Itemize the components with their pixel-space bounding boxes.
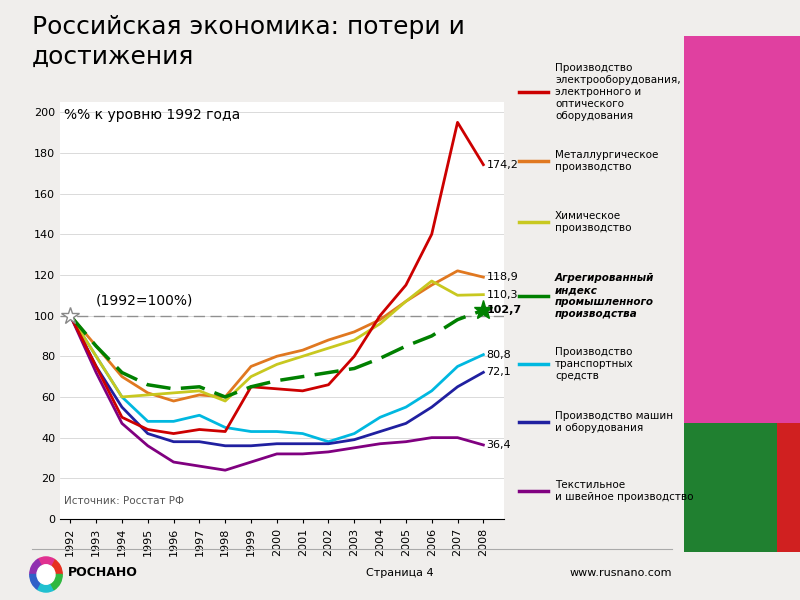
Text: Производство
электрооборудования,
электронного и
оптического
оборудования: Производство электрооборудования, электр…	[555, 62, 681, 121]
Text: Источник: Росстат РФ: Источник: Росстат РФ	[65, 496, 185, 506]
FancyBboxPatch shape	[650, 232, 800, 600]
FancyBboxPatch shape	[684, 10, 800, 423]
Text: %% к уровню 1992 года: %% к уровню 1992 года	[65, 108, 241, 122]
FancyBboxPatch shape	[650, 88, 800, 562]
Text: Текстильное
и швейное производство: Текстильное и швейное производство	[555, 481, 694, 502]
Text: 36,4: 36,4	[486, 440, 511, 450]
Text: РОСНАНО: РОСНАНО	[68, 566, 138, 580]
FancyBboxPatch shape	[650, 0, 800, 423]
Text: 80,8: 80,8	[486, 350, 511, 359]
Wedge shape	[30, 559, 46, 575]
Wedge shape	[46, 575, 62, 590]
Text: (1992=100%): (1992=100%)	[96, 293, 194, 307]
Circle shape	[37, 565, 55, 584]
FancyBboxPatch shape	[650, 0, 800, 346]
Text: 72,1: 72,1	[486, 367, 511, 377]
FancyBboxPatch shape	[650, 320, 777, 600]
Wedge shape	[38, 575, 54, 592]
Wedge shape	[46, 559, 62, 575]
Text: Российская экономика: потери и: Российская экономика: потери и	[32, 15, 465, 39]
Text: Агрегированный
индекс
промышленного
производства: Агрегированный индекс промышленного прои…	[555, 273, 654, 319]
Text: Металлургическое
производство: Металлургическое производство	[555, 151, 658, 172]
Text: www.rusnano.com: www.rusnano.com	[570, 568, 672, 578]
Text: достижения: достижения	[32, 45, 194, 69]
Wedge shape	[30, 575, 46, 590]
Wedge shape	[38, 557, 54, 575]
Text: Производство
транспортных
средств: Производство транспортных средств	[555, 347, 634, 380]
Text: 102,7: 102,7	[486, 305, 522, 315]
Text: 110,3: 110,3	[486, 290, 518, 299]
Text: Химическое
производство: Химическое производство	[555, 211, 632, 233]
Text: Страница 4: Страница 4	[366, 568, 434, 578]
Text: Производство машин
и оборудования: Производство машин и оборудования	[555, 411, 674, 433]
Text: 174,2: 174,2	[486, 160, 518, 170]
Text: 118,9: 118,9	[486, 272, 518, 282]
